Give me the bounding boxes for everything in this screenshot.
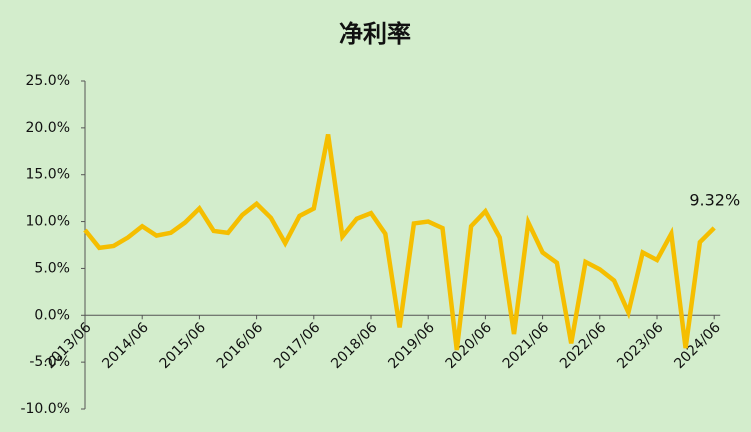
y-tick-label: 5.0%	[34, 260, 70, 276]
series-line	[83, 133, 716, 351]
x-tick-label: 2024/06	[671, 320, 724, 373]
y-tick-label: 10.0%	[26, 214, 70, 230]
x-tick-label: 2023/06	[614, 320, 667, 373]
data-label: 9.32%	[689, 190, 740, 209]
x-tick-label: 2017/06	[271, 320, 324, 373]
y-tick-label: 20.0%	[26, 120, 70, 136]
y-tick-label: 25.0%	[26, 73, 70, 89]
y-tick-label: 15.0%	[26, 167, 70, 183]
y-tick-label: 0.0%	[34, 307, 70, 323]
x-tick-label: 2022/06	[557, 320, 610, 373]
x-tick-label: 2021/06	[500, 320, 553, 373]
x-tick-label: 2019/06	[385, 320, 438, 373]
x-tick-label: 2020/06	[443, 320, 496, 373]
x-tick-label: 2014/06	[99, 320, 152, 373]
x-tick-label: 2018/06	[328, 320, 381, 373]
y-tick-label: -5.0%	[29, 354, 70, 370]
x-tick-label: 2015/06	[157, 320, 210, 373]
y-tick-label: -10.0%	[20, 401, 70, 417]
chart-title: 净利率	[339, 20, 411, 48]
x-tick-label: 2016/06	[214, 320, 267, 373]
